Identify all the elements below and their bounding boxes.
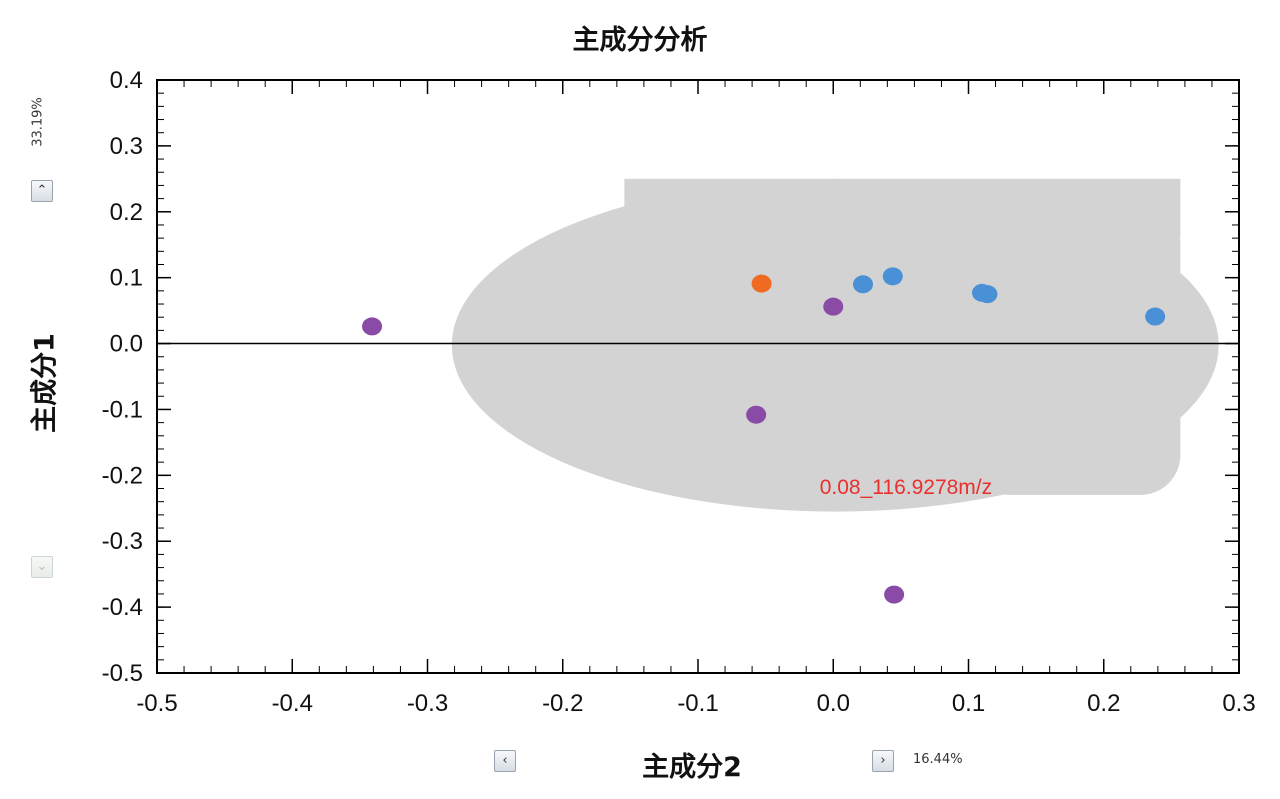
x-tick-label: -0.5: [136, 690, 177, 717]
component-right-button[interactable]: ›: [872, 750, 894, 772]
scatter-point: [746, 405, 767, 424]
y-variance-label: 33.19%: [30, 97, 46, 147]
x-tick-label: -0.3: [407, 690, 448, 717]
scatter-point: [362, 317, 383, 336]
scatter-point: [1145, 307, 1166, 326]
x-tick-label: 0.0: [817, 690, 850, 717]
y-tick-label: -0.1: [102, 396, 143, 423]
scatter-point: [977, 285, 998, 304]
y-tick-label: -0.2: [102, 462, 143, 489]
scatter-point: [823, 297, 844, 316]
x-tick-label: 0.1: [952, 690, 985, 717]
component-left-button[interactable]: ‹: [494, 750, 516, 772]
scatter-point: [884, 585, 905, 604]
x-axis-label: 主成分2: [642, 752, 742, 783]
scatter-point: [882, 267, 903, 286]
chevron-right-icon: ›: [880, 753, 886, 768]
x-tick-label: 0.3: [1222, 690, 1255, 717]
highlight-label: 0.08_116.9278m/z: [820, 476, 992, 499]
x-tick-label: 0.2: [1087, 690, 1120, 717]
chevron-down-icon: ⌄: [36, 559, 48, 574]
y-tick-label: 0.4: [110, 67, 143, 94]
y-tick-label: 0.1: [110, 265, 143, 292]
chart-title: 主成分分析: [572, 25, 708, 56]
loadings-cloud-right: [969, 203, 1181, 495]
y-axis-label: 主成分1: [29, 333, 61, 433]
x-tick-label: -0.2: [542, 690, 583, 717]
chevron-up-icon: ⌃: [36, 183, 48, 198]
y-tick-label: 0.3: [110, 133, 143, 160]
y-tick-label: -0.5: [102, 660, 143, 687]
x-tick-label: -0.1: [677, 690, 718, 717]
component-down-button[interactable]: ⌄: [31, 556, 53, 578]
scatter-point: [751, 274, 772, 293]
x-tick-label: -0.4: [272, 690, 313, 717]
x-variance-label: 16.44%: [913, 752, 963, 767]
y-tick-label: 0.2: [110, 199, 143, 226]
component-up-button[interactable]: ⌃: [31, 180, 53, 202]
chevron-left-icon: ‹: [502, 753, 508, 768]
scatter-point: [853, 275, 874, 294]
y-tick-label: -0.3: [102, 528, 143, 555]
y-tick-label: -0.4: [102, 594, 143, 621]
y-tick-label: 0.0: [110, 331, 143, 358]
